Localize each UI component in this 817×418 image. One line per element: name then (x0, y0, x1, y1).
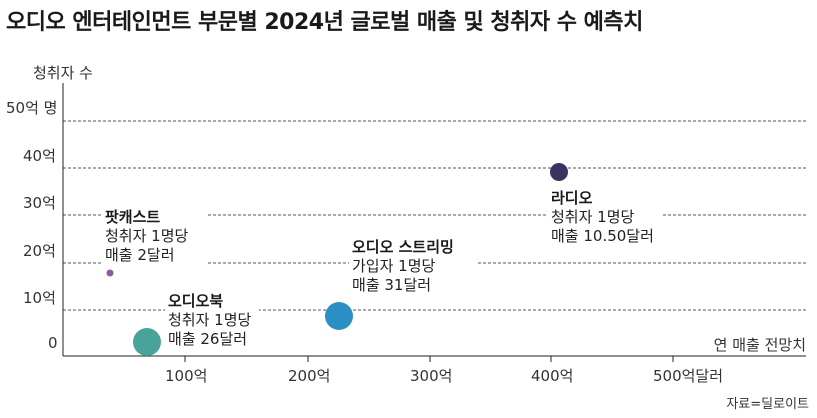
point-name-label: 라디오 (551, 189, 593, 207)
point-detail-label: 청취자 1명당 (168, 311, 252, 329)
y-axis-title: 청취자 수 (33, 64, 93, 82)
y-tick-label: 30억 (23, 194, 56, 212)
data-point (325, 302, 353, 330)
y-tick-label: 20억 (23, 242, 56, 260)
x-tick-label: 500억달러 (653, 367, 723, 385)
point-name-label: 오디오북 (168, 292, 223, 310)
chart-title: 오디오 엔터테인먼트 부문별 2024년 글로벌 매출 및 청취자 수 예측치 (6, 10, 643, 35)
point-detail-label: 매출 26달러 (168, 330, 247, 348)
label-background (165, 290, 259, 349)
point-detail-label: 가입자 1명당 (352, 257, 436, 275)
x-tick-label: 100억 (165, 367, 207, 385)
data-point (133, 328, 161, 356)
point-detail-label: 청취자 1명당 (551, 208, 635, 226)
data-point (106, 269, 114, 277)
point-detail-label: 매출 10.50달러 (551, 227, 654, 245)
y-tick-label: 10억 (23, 289, 56, 307)
x-axis-title: 연 매출 전망치 (714, 336, 806, 354)
point-name-label: 팟캐스트 (105, 208, 160, 226)
x-tick-label: 200억 (288, 367, 330, 385)
point-detail-label: 매출 31달러 (352, 276, 431, 294)
x-tick-label: 300억 (410, 367, 452, 385)
y-tick-label: 50억 명 (6, 99, 57, 117)
source-note: 자료=딜로이트 (726, 397, 809, 412)
x-tick-label: 400억 (531, 367, 573, 385)
y-tick-label: 40억 (23, 147, 56, 165)
point-name-label: 오디오 스트리밍 (352, 238, 454, 256)
label-background (548, 187, 662, 246)
data-point (550, 163, 568, 181)
point-detail-label: 청취자 1명당 (105, 227, 189, 245)
label-background (349, 236, 477, 295)
y-tick-label: 0 (48, 334, 58, 352)
point-detail-label: 매출 2달러 (105, 246, 175, 264)
label-background (102, 206, 208, 265)
